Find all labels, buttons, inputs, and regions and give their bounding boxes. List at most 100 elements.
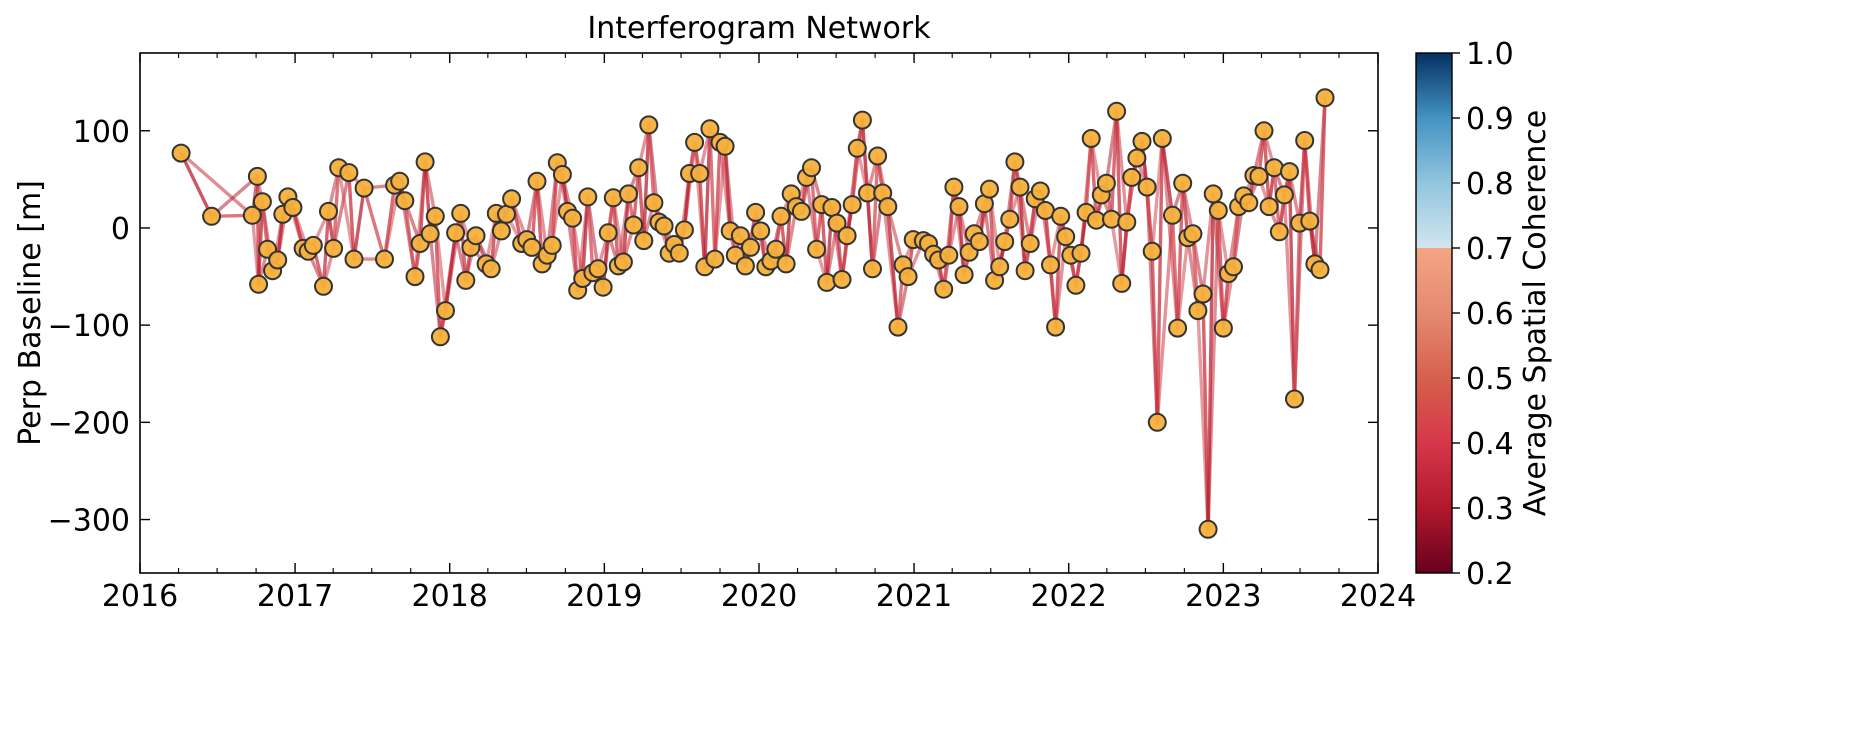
acquisition-point xyxy=(791,201,811,221)
acquisition-point xyxy=(690,164,710,183)
acquisition-point xyxy=(644,193,664,213)
acquisition-point xyxy=(1173,173,1193,193)
acquisition-point xyxy=(807,239,827,259)
acquisition-point xyxy=(1183,224,1203,244)
acquisition-point xyxy=(171,143,191,163)
y-tick-label: 100 xyxy=(73,115,130,150)
interferogram-edge xyxy=(1287,169,1297,401)
acquisition-point xyxy=(705,249,725,269)
colorbar-tick-label: 0.3 xyxy=(1466,492,1514,527)
acquisition-point xyxy=(969,232,989,252)
acquisition-point xyxy=(746,202,766,222)
acquisition-point xyxy=(898,267,918,287)
interferogram-edge xyxy=(1089,136,1099,222)
acquisition-point xyxy=(252,192,272,212)
interferogram-edge xyxy=(1119,220,1129,286)
acquisition-point xyxy=(390,171,410,191)
acquisition-point xyxy=(563,208,583,228)
x-tick-label: 2017 xyxy=(257,579,333,614)
acquisition-point xyxy=(1193,284,1213,304)
interferogram-edge xyxy=(886,204,900,329)
acquisition-point xyxy=(847,138,867,158)
acquisition-point xyxy=(766,239,786,259)
x-tick-label: 2022 xyxy=(1031,579,1107,614)
acquisition-point xyxy=(542,235,562,255)
acquisition-point xyxy=(1224,257,1243,277)
acquisition-point xyxy=(430,327,450,347)
acquisition-point xyxy=(990,257,1010,277)
acquisition-point xyxy=(1168,318,1188,338)
acquisition-point xyxy=(249,274,269,294)
acquisition-point xyxy=(1112,273,1132,293)
acquisition-point xyxy=(395,191,415,211)
acquisition-points xyxy=(171,88,1335,539)
acquisition-point xyxy=(1117,212,1137,232)
acquisition-point xyxy=(1056,227,1076,247)
acquisition-point xyxy=(1163,205,1182,225)
acquisition-point xyxy=(1264,158,1284,178)
acquisition-point xyxy=(1041,255,1060,275)
acquisition-point xyxy=(934,279,954,299)
acquisition-point xyxy=(751,221,771,241)
acquisition-point xyxy=(593,277,613,297)
interferogram-edge xyxy=(886,204,905,267)
x-tick-label: 2021 xyxy=(876,579,952,614)
interferogram-edge xyxy=(179,151,255,218)
interferogram-edge xyxy=(382,183,397,261)
acquisition-point xyxy=(715,136,735,156)
acquisition-point xyxy=(868,146,888,166)
acquisition-point xyxy=(1046,317,1066,337)
acquisition-point xyxy=(415,152,435,172)
interferogram-edge xyxy=(860,118,870,195)
interferogram-edge xyxy=(1302,138,1312,223)
interferogram-edge xyxy=(820,202,829,285)
interferogram-edge xyxy=(1145,185,1154,254)
acquisition-point xyxy=(375,249,394,269)
interferogram-edge xyxy=(708,127,717,261)
acquisition-point xyxy=(832,270,852,289)
acquisition-point xyxy=(619,184,638,204)
interferogram-edge xyxy=(1114,109,1124,286)
acquisition-point xyxy=(776,254,796,274)
acquisition-point xyxy=(1010,177,1030,197)
acquisition-point xyxy=(939,245,959,265)
acquisition-point xyxy=(1081,129,1101,148)
interferogram-edge xyxy=(1175,181,1185,330)
acquisition-point xyxy=(613,252,633,272)
acquisition-point xyxy=(837,226,857,246)
acquisition-point xyxy=(634,231,654,251)
acquisition-point xyxy=(771,206,791,226)
acquisition-point xyxy=(700,119,720,139)
interferogram-edge xyxy=(870,154,880,271)
acquisition-point xyxy=(949,197,969,217)
x-tick-label: 2016 xyxy=(102,579,178,614)
acquisition-point xyxy=(314,276,333,296)
interferogram-edge xyxy=(1297,138,1307,225)
acquisition-point xyxy=(502,189,522,209)
y-axis-label: Perp Baseline [m] xyxy=(13,180,48,446)
interferogram-edge xyxy=(723,144,732,233)
acquisition-point xyxy=(944,177,964,197)
interferogram-edge xyxy=(1155,136,1165,424)
acquisition-point xyxy=(1000,209,1020,229)
interferogram-edge xyxy=(957,204,966,277)
interferogram-edge xyxy=(443,231,458,313)
x-axis-ticks: 2016 2017 2018 2019 2020 2021 2022 2023 2024 xyxy=(102,53,1416,614)
interferogram-edge xyxy=(713,140,722,261)
interferogram-edge xyxy=(179,151,214,219)
acquisition-point xyxy=(629,158,649,178)
acquisition-point xyxy=(303,235,323,255)
acquisition-point xyxy=(817,272,837,292)
acquisition-point xyxy=(1188,301,1208,321)
acquisition-point xyxy=(324,238,344,258)
colorbar-tick-label: 1.0 xyxy=(1466,37,1514,72)
acquisition-point xyxy=(202,206,222,226)
acquisition-point xyxy=(598,223,618,243)
acquisition-point xyxy=(497,204,516,224)
acquisition-point xyxy=(242,205,262,225)
acquisition-point xyxy=(1132,131,1152,151)
interferogram-edge xyxy=(403,198,417,279)
acquisition-point xyxy=(954,265,974,285)
acquisition-point xyxy=(451,203,471,223)
